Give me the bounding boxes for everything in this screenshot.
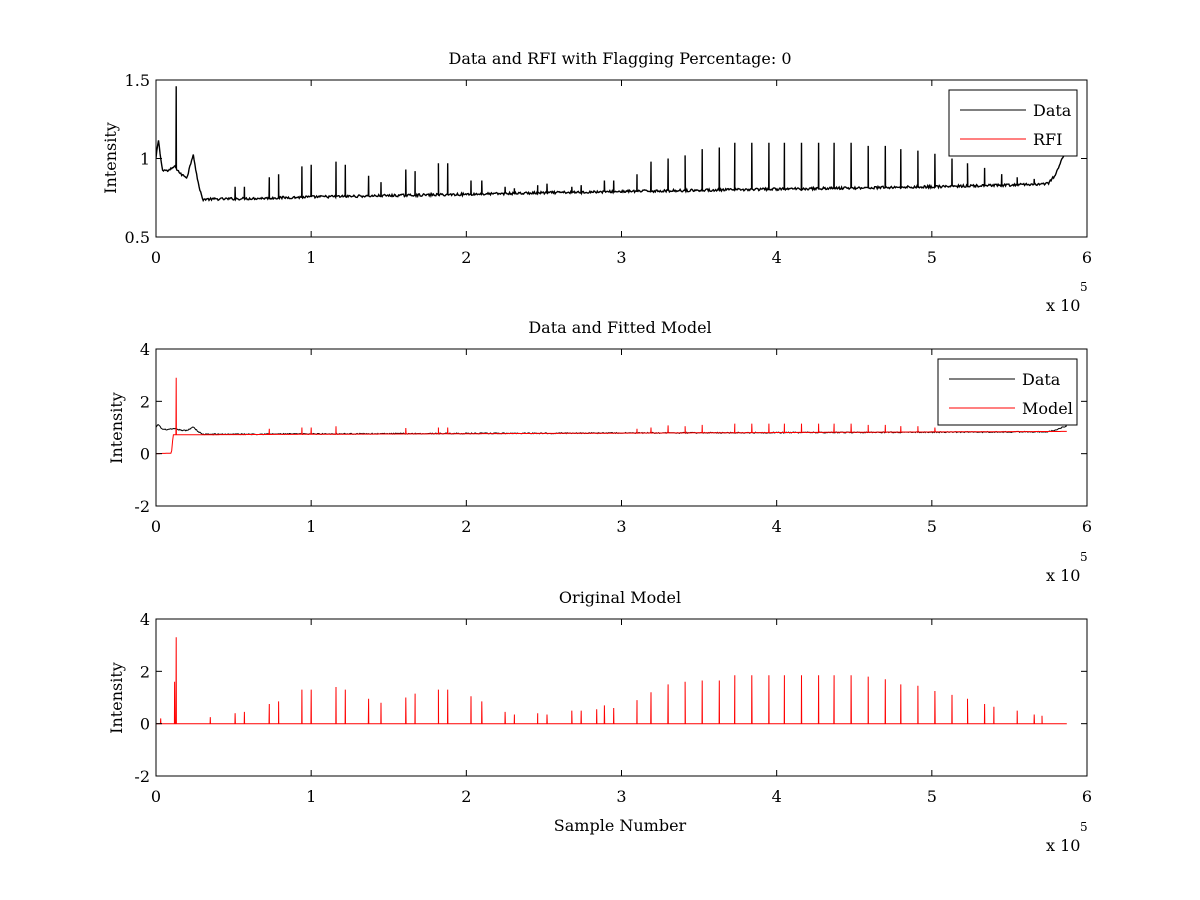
x-tick-label: 4 [772, 517, 782, 536]
panel-3-xlabel: Sample Number [554, 816, 687, 835]
y-tick-label: 1.5 [125, 71, 150, 90]
series-line-data [156, 86, 1068, 203]
x-tick-label: 0 [151, 517, 161, 536]
x-tick-label: 0 [151, 787, 161, 806]
panel-3-title: Original Model [559, 588, 681, 607]
panel-1: Data and RFI with Flagging Percentage: 0… [101, 49, 1092, 315]
x-tick-label: 6 [1082, 517, 1092, 536]
panel-1-title: Data and RFI with Flagging Percentage: 0 [448, 49, 791, 68]
y-tick-label: 4 [140, 340, 150, 359]
x-tick-label: 6 [1082, 787, 1092, 806]
x-tick-label: 6 [1082, 248, 1092, 267]
x-tick-label: 4 [772, 248, 782, 267]
legend-label-model: Model [1022, 399, 1073, 418]
x-tick-label: 5 [927, 787, 937, 806]
x-tick-label: 5 [927, 517, 937, 536]
y-tick-label: -2 [134, 497, 150, 516]
x-tick-label: 1 [306, 787, 316, 806]
x-tick-label: 3 [616, 517, 626, 536]
panel-2-multiplier: x 10 [1046, 566, 1080, 585]
panel-1-ylabel: Intensity [101, 122, 120, 194]
y-tick-label: 2 [140, 392, 150, 411]
x-tick-label: 2 [461, 517, 471, 536]
y-tick-label: 2 [140, 662, 150, 681]
legend-box [937, 358, 1078, 426]
panel-3-multiplier: x 10 [1046, 836, 1080, 855]
panel-1-multiplier-exp: 5 [1080, 280, 1088, 294]
legend-label-rfi: RFI [1033, 130, 1062, 149]
y-tick-label: 0.5 [125, 228, 150, 247]
y-tick-label: 4 [140, 610, 150, 629]
legend: Data RFI [948, 89, 1078, 157]
panel-3-ylabel: Intensity [107, 662, 126, 734]
x-tick-label: 2 [461, 248, 471, 267]
legend: Data Model [937, 358, 1078, 426]
panel-1-multiplier: x 10 [1046, 296, 1080, 315]
legend-label-data: Data [1022, 370, 1061, 389]
x-tick-label: 4 [772, 787, 782, 806]
panel-2-title: Data and Fitted Model [528, 318, 711, 337]
y-tick-label: -2 [134, 767, 150, 786]
x-tick-label: 3 [616, 787, 626, 806]
panel-3-multiplier-exp: 5 [1080, 820, 1088, 834]
panel-1-plot: 0 1 2 3 4 5 6 0.5 1 1.5 Data RFI [125, 71, 1093, 267]
legend-box [948, 89, 1078, 157]
series-line-model [156, 377, 1067, 455]
x-tick-label: 2 [461, 787, 471, 806]
x-tick-label: 1 [306, 248, 316, 267]
x-tick-label: 5 [927, 248, 937, 267]
y-tick-label: 1 [140, 150, 150, 169]
x-tick-label: 3 [616, 248, 626, 267]
y-tick-label: 0 [140, 715, 150, 734]
y-tick-label: 0 [140, 445, 150, 464]
series-line-model [156, 637, 1067, 725]
panel-2: Data and Fitted Model Intensity 0 1 2 3 4 5 6 -… [107, 318, 1092, 585]
panel-2-multiplier-exp: 5 [1080, 550, 1088, 564]
x-tick-label: 0 [151, 248, 161, 267]
x-tick-label: 1 [306, 517, 316, 536]
panel-2-ylabel: Intensity [107, 392, 126, 464]
legend-label-data: Data [1033, 101, 1072, 120]
